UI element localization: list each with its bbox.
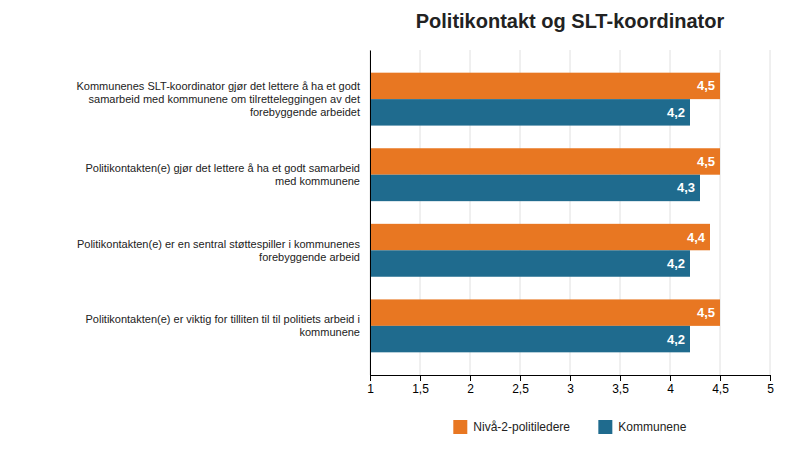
- data-label: 4,3: [677, 180, 695, 195]
- bar: [370, 73, 720, 99]
- series-labels: 4,2 4,2 4,3 4,2: [667, 105, 695, 347]
- legend-label: Nivå-2-politiledere: [473, 420, 570, 434]
- tick-label-line: Politikontakten(e) er viktig for tillite…: [85, 313, 360, 325]
- tick-label-line: kommunene: [299, 326, 360, 338]
- tick-label-line: Politikontakten(e) er en sentral støttes…: [77, 238, 361, 250]
- data-label: 4,2: [667, 256, 685, 271]
- tick-label-line: Kommunenes SLT-koordinator gjør det lett…: [76, 80, 360, 92]
- grid: [370, 50, 770, 375]
- series-labels: 4,5 4,4 4,5 4,5: [687, 78, 715, 320]
- data-label: 4,2: [667, 332, 685, 347]
- tick-label-line: forebyggende arbeidet: [250, 106, 360, 118]
- tick-mark: [370, 375, 371, 381]
- legend-item: Kommunene: [598, 420, 686, 434]
- legend-label: Kommunene: [618, 420, 686, 434]
- tick-label: Politikontakten(e) er viktig for tillite…: [85, 313, 360, 338]
- axis-domain: [370, 51, 371, 376]
- data-label: 4,2: [667, 105, 685, 120]
- bar: [370, 299, 720, 325]
- tick-label: 3,5: [612, 382, 629, 396]
- tick-label: 3: [567, 382, 574, 396]
- tick-label: Politikontakten(e) er en sentral støttes…: [77, 238, 361, 263]
- tick: 4: [667, 375, 674, 396]
- legend-item: Nivå-2-politiledere: [453, 420, 570, 434]
- tick-label: 2,5: [512, 382, 529, 396]
- tick-label-line: Politikontakten(e) gjør det lettere å ha…: [85, 162, 360, 174]
- bar: [370, 148, 720, 174]
- tick: 5: [767, 375, 774, 396]
- bar: [370, 99, 690, 125]
- tick-mark: [670, 375, 671, 381]
- legend-swatch: [453, 420, 467, 434]
- bars: [370, 73, 720, 353]
- bar: [370, 175, 700, 201]
- tick: 1: [367, 375, 374, 396]
- legend: Nivå-2-politiledere Kommunene: [453, 420, 686, 434]
- tick: 1,5: [412, 375, 429, 396]
- series: [370, 99, 700, 352]
- tick: 3: [567, 375, 574, 396]
- tick: 2: [467, 375, 474, 396]
- tick-mark: [470, 375, 471, 381]
- tick-label-line: forebyggende arbeid: [259, 251, 360, 263]
- series: [370, 73, 720, 326]
- bar: [370, 224, 710, 250]
- data-labels: 4,5 4,4 4,5 4,5 4,2 4,2 4,3 4,2: [667, 78, 715, 346]
- tick-mark: [770, 375, 771, 381]
- tick-mark: [720, 375, 721, 381]
- tick-label: Politikontakten(e) gjør det lettere å ha…: [85, 162, 360, 187]
- tick-mark: [420, 375, 421, 381]
- tick: Politikontakten(e) gjør det lettere å ha…: [85, 162, 360, 187]
- tick: Politikontakten(e) er viktig for tillite…: [85, 313, 360, 338]
- bar: [370, 326, 690, 352]
- tick-mark: [570, 375, 571, 381]
- tick-label: 5: [767, 382, 774, 396]
- tick-label: 4,5: [712, 382, 729, 396]
- tick: 3,5: [612, 375, 629, 396]
- tick-label-line: med kommunene: [275, 175, 360, 187]
- tick-label: 4: [667, 382, 674, 396]
- tick-label: 2: [467, 382, 474, 396]
- bar: [370, 250, 690, 276]
- tick-label-line: samarbeid med kommunene om tilretteleggi…: [89, 93, 360, 105]
- x-axis: 1 1,5 2 2,5 3 3,5 4 4,5 5: [367, 375, 774, 396]
- tick-label: 1,5: [412, 382, 429, 396]
- tick: Kommunenes SLT-koordinator gjør det lett…: [76, 80, 360, 118]
- tick-mark: [620, 375, 621, 381]
- tick-mark: [520, 375, 521, 381]
- chart: 4,5 4,4 4,5 4,5 4,2 4,2 4,3 4,2 1 1,5 2 2,5 3 3,5 4 4,5…: [0, 0, 800, 450]
- data-label: 4,4: [687, 230, 706, 245]
- legend-swatch: [598, 420, 612, 434]
- data-label: 4,5: [697, 154, 715, 169]
- data-label: 4,5: [697, 78, 715, 93]
- axis-domain: [371, 376, 771, 382]
- y-axis: Politikontakten(e) er viktig for tillite…: [76, 51, 370, 376]
- grid-line: [770, 50, 771, 375]
- tick-label: Kommunenes SLT-koordinator gjør det lett…: [76, 80, 360, 118]
- tick-label: 1: [367, 382, 374, 396]
- title: Politikontakt og SLT-koordinator: [416, 10, 725, 32]
- tick: 2,5: [512, 375, 529, 396]
- tick: Politikontakten(e) er en sentral støttes…: [77, 238, 361, 263]
- plot: 4,5 4,4 4,5 4,5 4,2 4,2 4,3 4,2 1 1,5 2 2,5 3 3,5 4 4,5…: [76, 50, 774, 396]
- grid-line: [370, 50, 371, 375]
- tick: 4,5: [712, 375, 729, 396]
- data-label: 4,5: [697, 305, 715, 320]
